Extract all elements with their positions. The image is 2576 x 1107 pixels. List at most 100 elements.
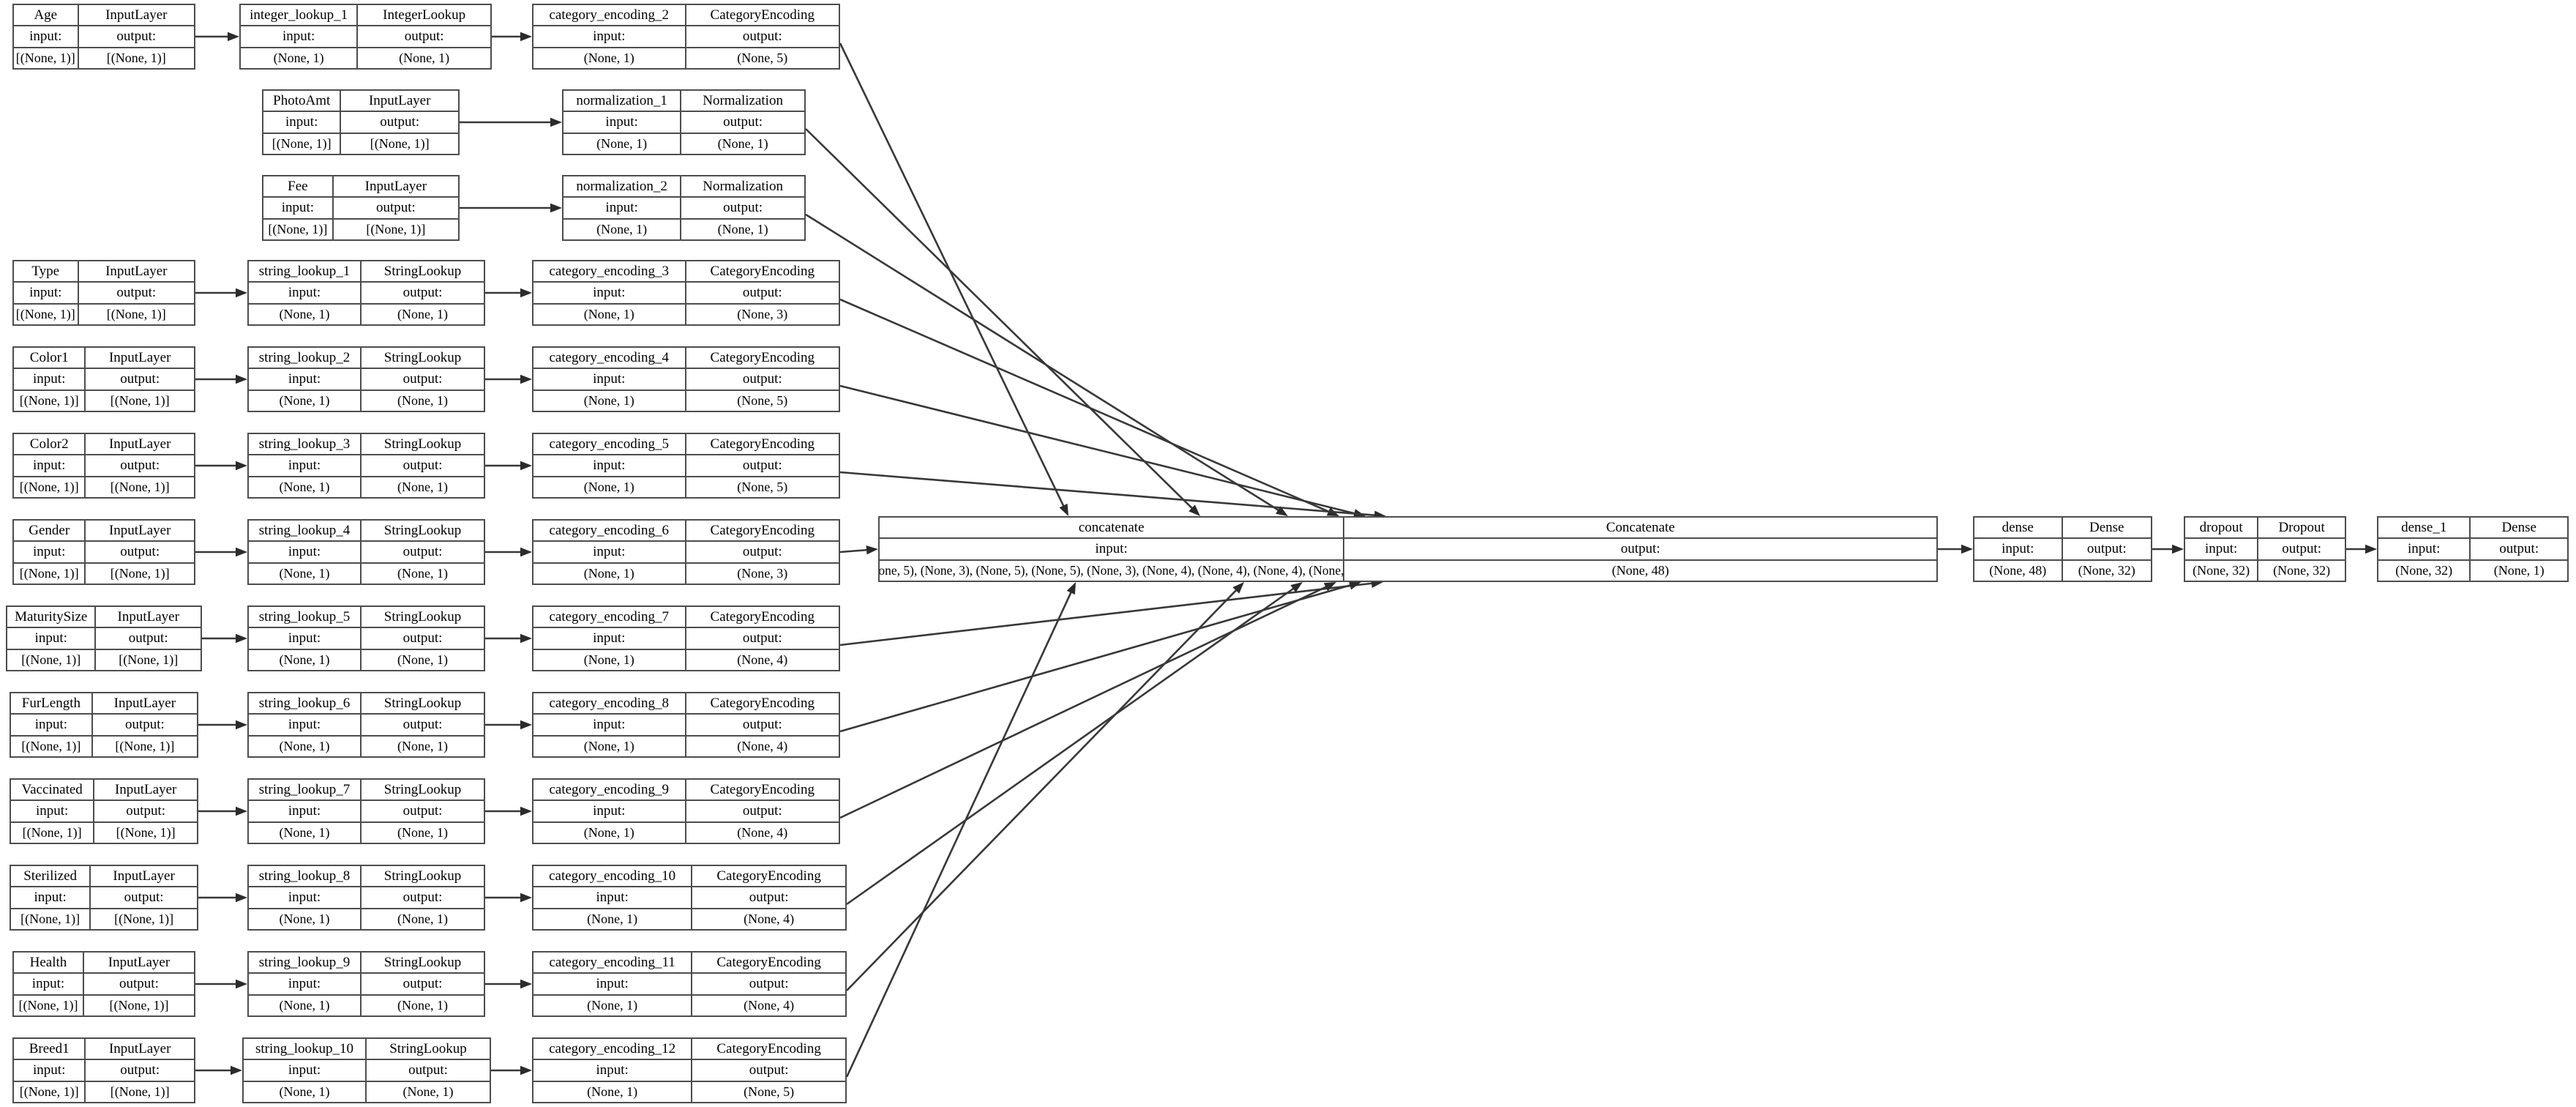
node-shape-row: (None, 1) (None, 4): [533, 736, 839, 756]
node-header-row: Sterilized InputLayer: [11, 866, 197, 888]
node-io-row: input: output:: [11, 887, 197, 909]
node-io-row: input: output:: [249, 715, 484, 737]
node-header-row: string_lookup_10 StringLookup: [244, 1039, 490, 1061]
node-shape-row: (None, 1) (None, 1): [249, 563, 484, 584]
node-header-row: string_lookup_5 StringLookup: [249, 607, 484, 629]
node-header-row: string_lookup_8 StringLookup: [249, 866, 484, 888]
input-shape: [(None, 1)]: [11, 736, 93, 756]
input-shape: (None, 1): [533, 390, 686, 411]
layer-class: InputLayer: [108, 1041, 171, 1057]
layer-class: InputLayer: [364, 179, 427, 195]
layer-class: Normalization: [703, 179, 783, 195]
output-label: output:: [742, 371, 782, 387]
output-shape: [(None, 1)]: [110, 1084, 170, 1100]
node-io-row: input: output:: [533, 974, 845, 996]
node-io-row: input: output:: [14, 974, 194, 996]
output-label: output:: [742, 717, 782, 733]
node-shape-row: [(None, 1)] [(None, 1)]: [14, 1081, 194, 1102]
input-shape: (None, 1): [249, 563, 362, 584]
node-header-row: string_lookup_2 StringLookup: [249, 348, 484, 370]
layer-name: string_lookup_10: [244, 1039, 367, 1059]
layer-name: FurLength: [11, 693, 93, 714]
input-shape: (None, 1): [533, 477, 686, 497]
layer-node-string_lookup_2: string_lookup_2 StringLookup input: output:…: [247, 346, 485, 412]
output-shape: [(None, 1)]: [109, 998, 169, 1013]
layer-name: dropout: [2185, 518, 2259, 538]
input-shape: [(None, 1)]: [263, 133, 342, 154]
layer-class: StringLookup: [383, 955, 462, 971]
output-label: output:: [116, 285, 157, 301]
layer-node-string_lookup_4: string_lookup_4 StringLookup input: output:…: [247, 519, 485, 585]
input-label: input:: [14, 26, 79, 47]
output-label: output:: [2282, 541, 2322, 557]
node-header-row: Type InputLayer: [14, 261, 194, 283]
node-io-row: input: output:: [249, 369, 484, 391]
layer-class: InputLayer: [368, 93, 431, 109]
output-shape: (None, 1): [397, 739, 449, 754]
input-shape: [(None, 1), (None, 1), (None, 5), (None,…: [880, 560, 1345, 581]
output-label: output:: [1620, 541, 1660, 557]
output-shape: (None, 3): [737, 566, 788, 581]
input-label: input:: [533, 715, 686, 735]
edge-category_encoding_10-to-concatenate: [846, 586, 1296, 906]
node-shape-row: [(None, 1)] [(None, 1)]: [14, 390, 194, 411]
input-label: input:: [249, 801, 362, 821]
node-header-row: category_encoding_11 CategoryEncoding: [533, 953, 845, 974]
input-label: input:: [249, 283, 362, 303]
edge-category_encoding_6-to-concatenate: [839, 548, 869, 554]
edge-category_encoding_3-to-concatenate: [839, 298, 1331, 514]
output-shape: (None, 3): [737, 307, 788, 322]
layer-class: CategoryEncoding: [710, 7, 815, 23]
edge-category_encoding_9-to-concatenate: [839, 585, 1328, 819]
node-shape-row: [(None, 1)] [(None, 1)]: [14, 304, 194, 324]
input-shape: (None, 32): [2185, 560, 2259, 581]
layer-class: CategoryEncoding: [716, 868, 821, 884]
output-label: output:: [120, 458, 160, 474]
edge-normalization_1-to-concatenate: [805, 128, 1194, 510]
node-io-row: input: output:: [14, 26, 194, 48]
node-header-row: category_encoding_10 CategoryEncoding: [533, 866, 845, 888]
input-shape: (None, 1): [249, 649, 362, 670]
node-io-row: input: output:: [263, 112, 458, 134]
output-label: output:: [124, 890, 164, 906]
node-io-row: input: output:: [2378, 539, 2567, 561]
input-shape: (None, 1): [533, 649, 686, 670]
output-label: output:: [723, 114, 763, 130]
layer-name: Gender: [14, 521, 86, 541]
input-label: input:: [533, 455, 686, 476]
node-header-row: string_lookup_4 StringLookup: [249, 521, 484, 543]
node-shape-row: [(None, 1)] [(None, 1)]: [14, 995, 194, 1015]
node-header-row: dense_1 Dense: [2378, 518, 2567, 540]
layer-name: Color1: [14, 348, 86, 368]
layer-class: InputLayer: [113, 868, 175, 884]
layer-node-breed1_input: Breed1 InputLayer input: output: [(None, 1)]…: [12, 1037, 195, 1103]
layer-name: string_lookup_9: [249, 953, 362, 973]
layer-node-photoamt_input: PhotoAmt InputLayer input: output: [(None, 1…: [262, 89, 460, 155]
node-io-row: input: output:: [14, 455, 194, 477]
input-label: input:: [14, 1060, 86, 1081]
input-label: input:: [533, 542, 686, 562]
layer-node-sterilized_input: Sterilized InputLayer input: output: [(None,…: [10, 865, 198, 931]
node-header-row: Vaccinated InputLayer: [11, 780, 197, 802]
node-header-row: string_lookup_1 StringLookup: [249, 261, 484, 283]
output-shape: [(None, 1)]: [370, 136, 430, 152]
output-shape: (None, 1): [397, 393, 449, 409]
input-shape: (None, 1): [533, 563, 686, 584]
input-shape: (None, 1): [249, 822, 362, 843]
layer-node-age_input: Age InputLayer input: output: [(None, 1)] [(N…: [12, 4, 195, 70]
node-io-row: input: output:: [249, 455, 484, 477]
node-header-row: Color1 InputLayer: [14, 348, 194, 370]
input-shape: (None, 1): [249, 390, 362, 411]
output-label: output:: [402, 890, 443, 906]
input-label: input:: [14, 455, 86, 476]
node-shape-row: [(None, 1)] [(None, 1)]: [7, 649, 201, 670]
input-label: input:: [564, 112, 682, 133]
node-header-row: string_lookup_6 StringLookup: [249, 693, 484, 715]
node-header-row: Fee InputLayer: [263, 176, 458, 198]
node-header-row: normalization_2 Normalization: [564, 176, 804, 198]
layer-class: StringLookup: [383, 523, 462, 539]
node-io-row: input: output:: [533, 542, 839, 564]
input-shape: [(None, 1)]: [14, 477, 86, 497]
layer-class: StringLookup: [383, 782, 462, 798]
input-label: input:: [11, 887, 91, 908]
